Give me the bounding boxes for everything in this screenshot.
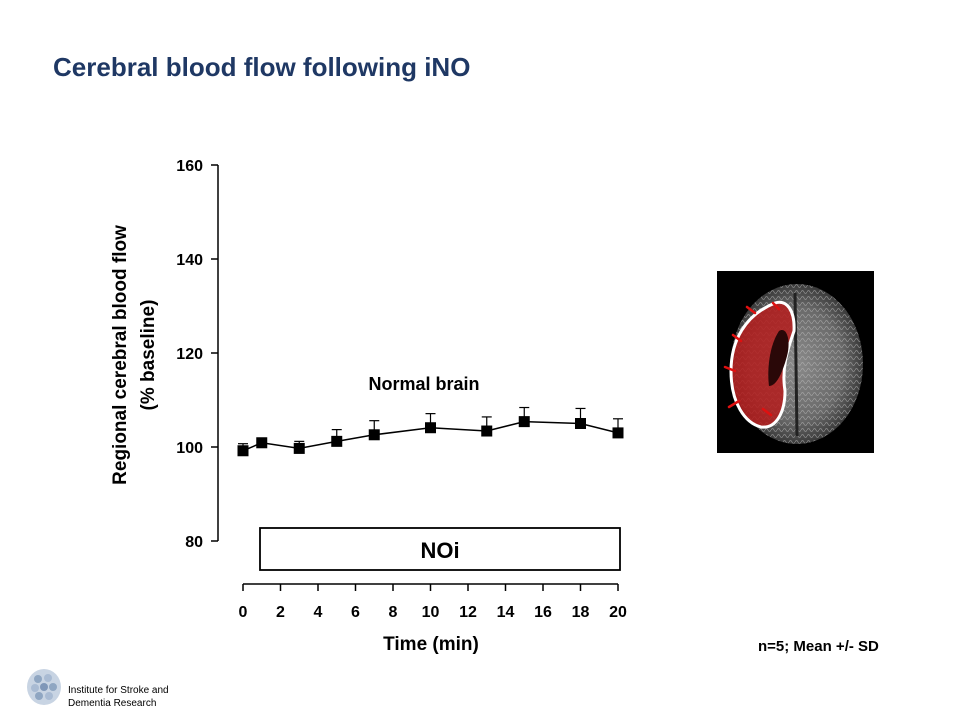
data-point (256, 437, 268, 449)
institute-name-line1: Institute for Stroke and (68, 685, 169, 696)
sample-size-note: n=5; Mean +/- SD (758, 638, 879, 655)
x-tick-label: 10 (422, 604, 440, 621)
treatment-period: NOi (259, 527, 621, 571)
lesion-marker (745, 305, 757, 315)
x-tick-label: 8 (389, 604, 398, 621)
slide-title: Cerebral blood flow following iNO (53, 52, 471, 82)
x-tick-label: 12 (459, 604, 477, 621)
x-tick-label: 18 (572, 604, 590, 621)
y-tick-label: 80 (185, 534, 203, 551)
data-point (368, 429, 380, 441)
tick-labels: 80 100 120 140 160 0 2 4 6 8 10 12 14 16 18 20 (176, 158, 627, 621)
lesion-marker (771, 301, 781, 311)
treatment-box (259, 527, 621, 571)
data-series (237, 406, 624, 457)
data-point (518, 416, 530, 428)
normal-brain-annotation: Normal brain (368, 374, 479, 394)
institute-name: Institute for Stroke and Dementia Resear… (68, 684, 169, 710)
y-axis-label-line: (% baseline) (138, 300, 159, 411)
series-line (242, 420, 619, 452)
y-tick-label: 140 (176, 252, 203, 269)
x-tick-label: 0 (239, 604, 248, 621)
y-tick-label: 160 (176, 158, 203, 175)
data-point (481, 425, 493, 437)
x-tick-label: 6 (351, 604, 360, 621)
data-point (425, 422, 436, 434)
lesion-marker (723, 365, 737, 373)
data-point (293, 442, 305, 454)
data-point (237, 445, 249, 457)
x-tick-label: 14 (497, 604, 515, 621)
brain-logo-icon (27, 669, 61, 705)
y-axis-label-line: Regional cerebral blood flow (110, 225, 131, 485)
axes (211, 164, 619, 591)
lesion-marker (761, 407, 773, 417)
institute-name-line2: Dementia Research (68, 698, 157, 709)
y-axis-label: Regional cerebral blood flow (% baseline) (110, 225, 159, 485)
x-axis-label: Time (min) (383, 634, 479, 655)
data-point (575, 418, 586, 429)
treatment-label: NOi (420, 538, 459, 563)
x-tick-label: 2 (276, 604, 285, 621)
data-point (612, 427, 624, 439)
x-tick-label: 20 (609, 604, 627, 621)
x-tick-label: 4 (314, 604, 323, 621)
lesion-marker (731, 333, 743, 343)
x-tick-label: 16 (534, 604, 552, 621)
y-tick-label: 120 (176, 346, 203, 363)
data-point (331, 435, 343, 447)
brain-mri-image (717, 271, 874, 453)
y-tick-label: 100 (176, 440, 203, 457)
lesion-marker (727, 399, 741, 409)
